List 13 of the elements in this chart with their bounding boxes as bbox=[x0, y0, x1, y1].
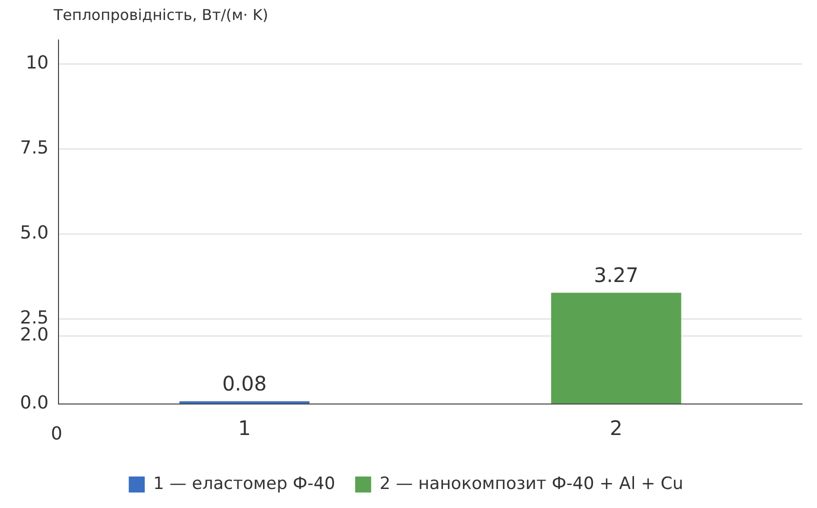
y-axis-title: Теплопровідність, Вт/(м· K) bbox=[52, 6, 268, 24]
x-tick-label: 1 bbox=[238, 416, 251, 440]
y-tick-label: 7.5 bbox=[20, 138, 49, 159]
data-label: 3.27 bbox=[594, 262, 638, 287]
text: 0 bbox=[50, 424, 62, 445]
y-tick-label: 5.0 bbox=[20, 222, 49, 244]
x-tick-label: 2 bbox=[610, 416, 623, 440]
data-label: 0.08 bbox=[222, 371, 267, 396]
y-tick-label: 2.0 bbox=[20, 324, 49, 346]
legend-label: 2 — нанокомпозит Ф-40 + Al + Cu bbox=[380, 474, 684, 494]
y-tick-label: 0.0 bbox=[20, 392, 49, 414]
legend-label: 1 — еластомер Ф-40 bbox=[153, 474, 336, 494]
y-tick-label: 10 bbox=[26, 52, 49, 74]
